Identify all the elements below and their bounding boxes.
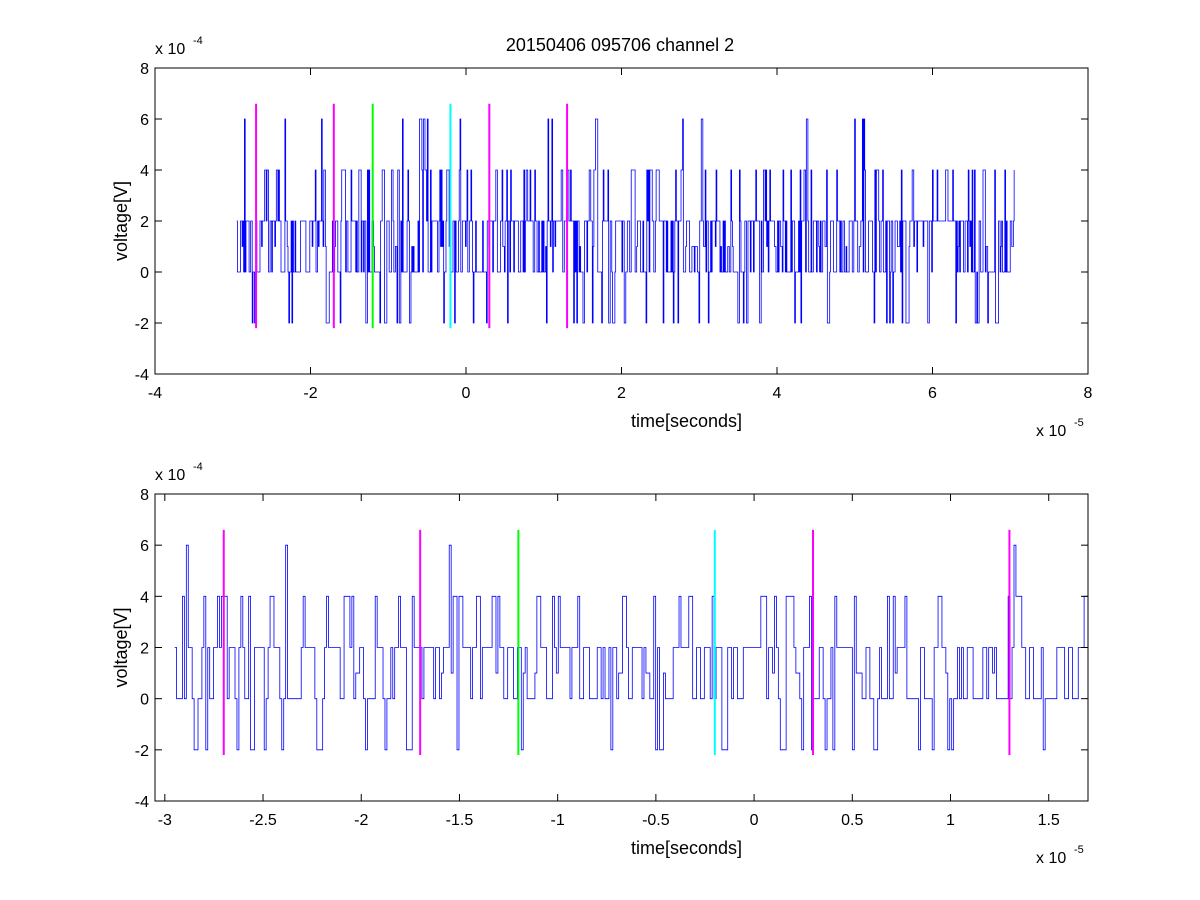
y-exponent-power: -4 bbox=[193, 461, 203, 473]
y-axis-label: voltage[V] bbox=[111, 607, 131, 687]
x-axis-label: time[seconds] bbox=[631, 411, 742, 431]
x-tick-label: -1.5 bbox=[446, 812, 474, 829]
signal-series-line bbox=[174, 544, 1088, 751]
x-exponent-label: x 10 bbox=[1036, 423, 1066, 440]
y-tick-label: 2 bbox=[140, 214, 149, 231]
signal-series-line bbox=[236, 118, 1015, 324]
y-tick-label: 0 bbox=[140, 692, 149, 709]
y-tick-label: -4 bbox=[135, 794, 149, 811]
x-axis-label: time[seconds] bbox=[631, 838, 742, 858]
x-tick-label: -4 bbox=[148, 385, 162, 402]
bottom-subplot: -3 -2.5 -2 -1.5 -1 -0.5 0 0.5 1 1.5 -4 -2 0 2 4 6 8 time[… bbox=[111, 461, 1089, 867]
figure-title: 20150406 095706 channel 2 bbox=[506, 35, 734, 55]
y-tick-label: 2 bbox=[140, 641, 149, 658]
y-axis-label: voltage[V] bbox=[111, 181, 131, 261]
x-exponent-label: x 10 bbox=[1036, 850, 1066, 867]
x-tick-label: -2 bbox=[303, 385, 317, 402]
x-tick-label: 1.5 bbox=[1038, 812, 1060, 829]
x-tick-label: -3 bbox=[158, 812, 172, 829]
top-subplot: -4 -2 0 2 4 6 8 -4 -2 0 2 4 6 8 time[seconds] voltage[V… bbox=[111, 35, 1093, 440]
x-tick-label: -2.5 bbox=[249, 812, 277, 829]
y-tick-label: -4 bbox=[135, 367, 149, 384]
x-tick-label: -2 bbox=[354, 812, 368, 829]
x-tick-label: 0 bbox=[750, 812, 759, 829]
y-tick-label: 4 bbox=[140, 589, 149, 606]
x-tick-label: 2 bbox=[617, 385, 626, 402]
x-tick-label: 0 bbox=[462, 385, 471, 402]
y-tick-label: 0 bbox=[140, 265, 149, 282]
y-tick-label: 6 bbox=[140, 538, 149, 555]
y-tick-label: -2 bbox=[135, 316, 149, 333]
x-tick-label: 1 bbox=[946, 812, 955, 829]
plot-area-frame bbox=[154, 493, 1089, 802]
y-exponent-label: x 10 bbox=[155, 467, 185, 484]
x-tick-label: 6 bbox=[928, 385, 937, 402]
x-tick-label: 0.5 bbox=[841, 812, 863, 829]
y-tick-label: 8 bbox=[140, 61, 149, 78]
x-exponent-power: -5 bbox=[1074, 417, 1084, 429]
x-tick-label: -0.5 bbox=[642, 812, 670, 829]
x-exponent-power: -5 bbox=[1074, 844, 1084, 856]
y-exponent-label: x 10 bbox=[155, 41, 185, 58]
y-tick-label: 4 bbox=[140, 163, 149, 180]
x-tick-label: 4 bbox=[773, 385, 782, 402]
y-exponent-power: -4 bbox=[193, 35, 203, 47]
x-tick-label: 8 bbox=[1084, 385, 1093, 402]
y-tick-label: 8 bbox=[140, 487, 149, 504]
x-tick-label: -1 bbox=[551, 812, 565, 829]
y-tick-label: -2 bbox=[135, 743, 149, 760]
y-tick-label: 6 bbox=[140, 112, 149, 129]
